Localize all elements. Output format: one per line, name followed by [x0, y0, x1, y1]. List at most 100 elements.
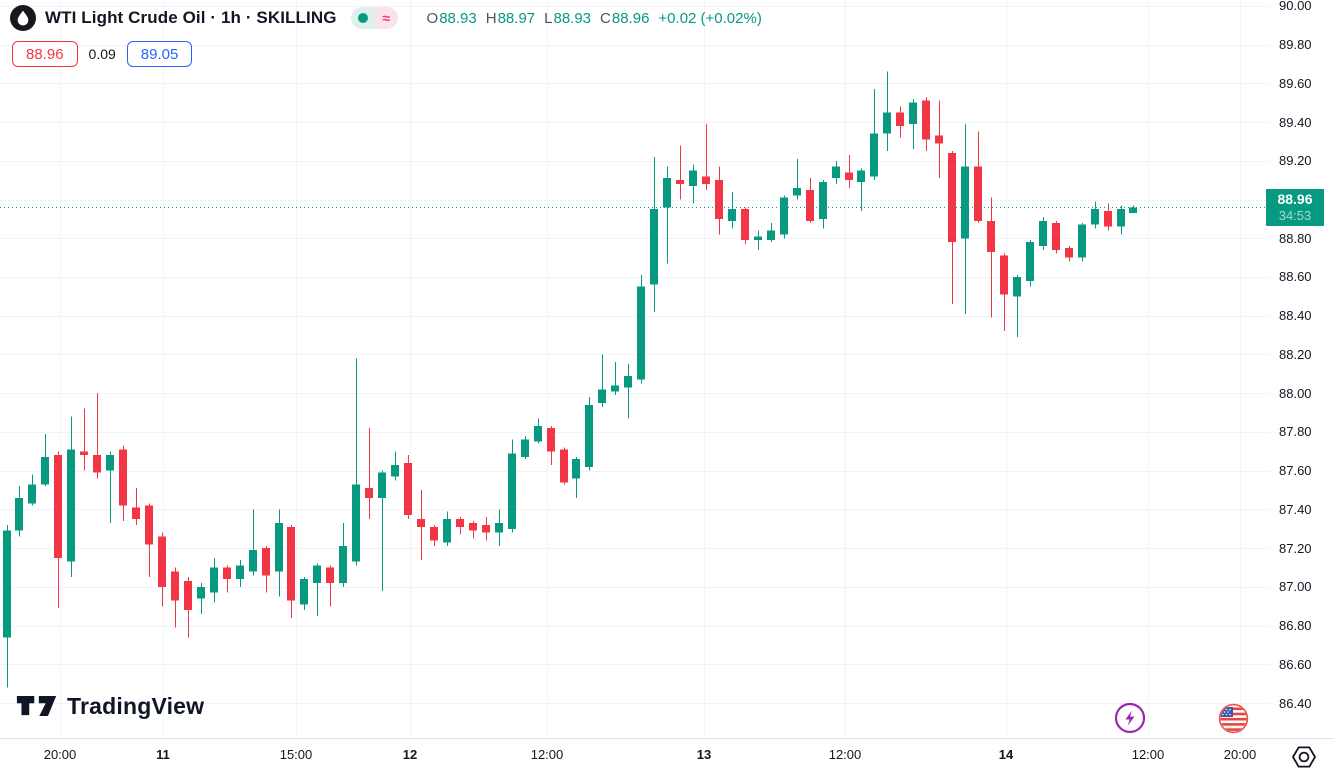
open-value: 88.93: [439, 9, 477, 27]
delayed-data-icon: ≈: [374, 7, 398, 29]
change-value: +0.02 (+0.02%): [658, 9, 762, 27]
tradingview-watermark-text: TradingView: [67, 692, 205, 719]
candle-down: [326, 565, 334, 607]
sell-button[interactable]: 88.96: [12, 41, 78, 67]
candle-up: [1013, 275, 1021, 338]
candle-down: [469, 521, 477, 539]
price-tick-label: 89.20: [1279, 153, 1312, 169]
candle-down: [482, 517, 490, 541]
axis-settings-icon[interactable]: [1291, 744, 1317, 770]
high-label: H: [485, 9, 497, 27]
candle-up: [352, 358, 360, 566]
candle-up: [624, 364, 632, 419]
candle-up: [534, 418, 542, 444]
time-tick-label: 13: [696, 747, 712, 762]
candlestick-plot: [0, 0, 1270, 738]
price-axis[interactable]: 90.0089.8089.6089.4089.2089.0088.8088.60…: [1270, 0, 1334, 738]
candle-up: [41, 433, 49, 487]
last-price-value: 88.96: [1277, 191, 1313, 208]
candle-up: [197, 583, 205, 615]
candle-down: [404, 455, 412, 520]
candle-down: [987, 197, 995, 318]
candle-up: [275, 509, 283, 597]
candle-up: [572, 457, 580, 498]
candle-down: [80, 408, 88, 471]
candle-up: [521, 435, 529, 460]
candle-up: [3, 524, 11, 688]
candle-up: [391, 451, 399, 481]
candle-down: [1052, 220, 1060, 254]
candle-up: [780, 195, 788, 239]
candle-down: [93, 393, 101, 479]
trade-buttons: 88.96 0.09 89.05: [12, 41, 193, 67]
candle-up: [249, 509, 257, 576]
candle-up: [909, 98, 917, 150]
candle-up: [443, 511, 451, 547]
buy-button[interactable]: 89.05: [126, 41, 193, 67]
economic-event-us-flag-icon[interactable]: [1218, 703, 1249, 734]
candle-down: [119, 445, 127, 522]
candle-up: [1026, 240, 1034, 287]
time-tick-label: 11: [156, 747, 170, 762]
time-tick-label: 20:00: [43, 747, 77, 762]
candle-down: [1000, 253, 1008, 332]
candle-up: [689, 164, 697, 204]
candle-down: [806, 178, 814, 223]
candle-up: [637, 275, 645, 384]
candle-down: [560, 447, 568, 485]
candle-down: [430, 524, 438, 547]
price-tick-label: 87.00: [1279, 579, 1312, 595]
candle-up: [495, 509, 503, 547]
symbol-title[interactable]: WTI Light Crude Oil · 1h · SKILLING: [45, 8, 337, 27]
status-dot-icon: [350, 7, 375, 29]
candle-up: [508, 439, 516, 533]
tradingview-watermark: TradingView: [16, 692, 204, 720]
candle-down: [158, 532, 166, 607]
price-tick-label: 86.40: [1279, 695, 1312, 711]
candle-up: [611, 362, 619, 396]
candle-down: [741, 207, 749, 245]
time-axis[interactable]: 20:00 11 15:00 12 12:00 13 12:00 14 12:00 20:00: [0, 738, 1334, 773]
price-tick-label: 89.60: [1279, 75, 1312, 91]
bar-countdown: 34:53: [1278, 208, 1312, 224]
high-value: 88.97: [497, 9, 536, 27]
candle-up: [313, 563, 321, 616]
candle-down: [935, 100, 943, 179]
candle-up: [1039, 216, 1047, 250]
candle-down: [547, 426, 555, 465]
candle-up: [793, 158, 801, 200]
price-tick-label: 87.40: [1279, 501, 1312, 517]
candle-up: [819, 180, 827, 229]
price-tick-label: 87.80: [1279, 424, 1312, 440]
low-label: L: [544, 9, 553, 27]
time-tick-label: 12:00: [530, 747, 564, 762]
price-tick-label: 88.00: [1279, 385, 1312, 401]
spread-value: 0.09: [88, 46, 116, 62]
low-value: 88.93: [553, 9, 592, 27]
candle-up: [106, 451, 114, 523]
price-tick-label: 88.60: [1279, 269, 1312, 285]
candle-down: [184, 577, 192, 638]
candle-down: [287, 524, 295, 618]
time-tick-label: 12:00: [1131, 747, 1165, 762]
candle-up: [15, 486, 23, 537]
candle-down: [417, 490, 425, 560]
price-tick-label: 88.40: [1279, 308, 1312, 324]
close-label: C: [600, 9, 611, 27]
open-label: O: [426, 9, 439, 27]
candle-up: [598, 354, 606, 407]
price-tick-label: 88.80: [1279, 230, 1312, 246]
candle-up: [585, 397, 593, 471]
candles-layer: [3, 71, 1137, 688]
economic-event-lightning-icon[interactable]: [1114, 702, 1146, 734]
candle-down: [974, 131, 982, 223]
candle-down: [132, 488, 140, 525]
market-status-badge[interactable]: ≈: [350, 7, 398, 29]
time-tick-label: 12: [402, 747, 418, 762]
candle-down: [948, 151, 956, 305]
candle-up: [339, 522, 347, 587]
price-tick-label: 90.00: [1279, 0, 1312, 14]
